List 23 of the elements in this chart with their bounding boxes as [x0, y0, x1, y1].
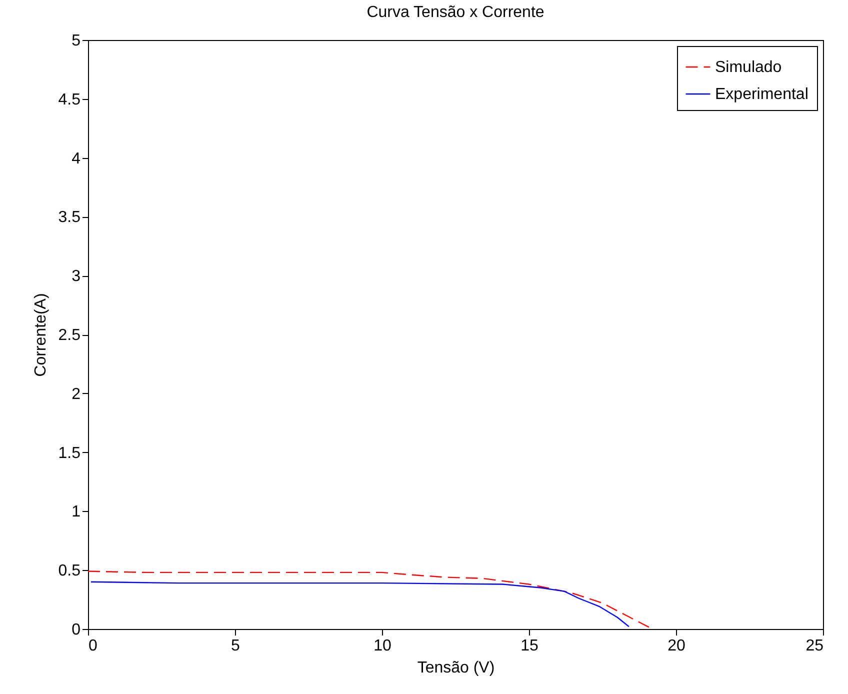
y-tick-label: 4	[72, 150, 81, 168]
y-tick-label: 0.5	[58, 562, 81, 580]
chart-title: Curva Tensão x Corrente	[366, 4, 544, 21]
x-tick-label: 0	[88, 638, 98, 654]
x-tick-label: 5	[231, 638, 240, 654]
y-tick-label: 0	[72, 622, 81, 638]
y-tick-label: 5	[72, 32, 81, 50]
y-tick-label: 4.5	[58, 91, 81, 108]
legend-label: Simulado	[715, 59, 782, 76]
x-axis-title: Tensão (V)	[417, 660, 495, 676]
legend-label: Experimental	[715, 86, 808, 103]
y-axis-title: Corrente(A)	[32, 293, 50, 377]
x-tick-label: 15	[520, 638, 538, 654]
y-tick-label: 3.5	[58, 209, 81, 226]
x-tick-label: 20	[668, 638, 686, 654]
y-tick-label: 3	[72, 268, 81, 286]
y-tick-label: 2	[72, 386, 81, 403]
y-tick-label: 2.5	[58, 327, 81, 344]
x-tick-label: 25	[806, 638, 824, 654]
y-tick-label: 1.5	[58, 444, 81, 462]
y-tick-label: 1	[72, 504, 81, 521]
line-series	[90, 581, 630, 628]
x-tick-label: 10	[374, 638, 392, 654]
